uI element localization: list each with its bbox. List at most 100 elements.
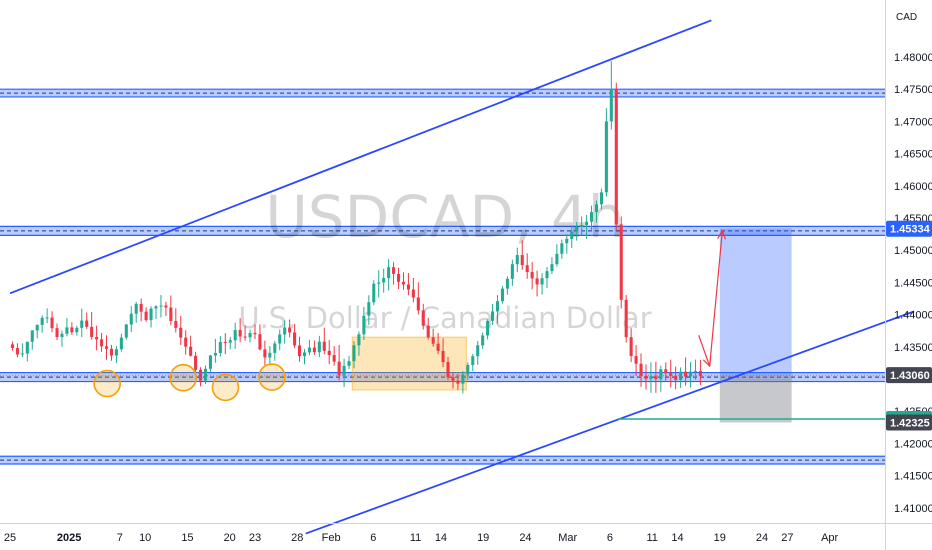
candle <box>20 343 24 357</box>
candle <box>545 266 549 289</box>
candle-body <box>664 369 668 374</box>
candle <box>169 295 173 326</box>
price-tick-label: 1.42000 <box>894 438 932 450</box>
candle-body <box>698 370 702 376</box>
time-tick-label: 2025 <box>57 532 81 544</box>
candle <box>609 61 613 130</box>
candle <box>495 295 500 324</box>
price-tag-label: 1.43060 <box>890 370 930 382</box>
candle <box>55 323 59 341</box>
candle <box>456 373 460 390</box>
candle <box>317 335 321 358</box>
time-tick-label: 20 <box>224 532 236 544</box>
candle-body <box>104 346 109 349</box>
candle-body <box>599 192 603 205</box>
time-tick-label: 14 <box>435 532 447 544</box>
candle-body <box>179 327 183 338</box>
price-axis-ticks[interactable]: 1.480001.475001.470001.465001.460001.455… <box>894 52 932 515</box>
price-tag-label: 1.45334 <box>890 224 931 236</box>
candle <box>684 357 688 386</box>
candle-body <box>10 344 15 348</box>
candle <box>491 303 495 326</box>
price-tag: 1.42325 <box>886 414 932 431</box>
candle-body <box>674 375 678 380</box>
candle <box>599 188 603 210</box>
candle <box>15 343 19 358</box>
candle <box>199 367 203 387</box>
candle-body <box>644 375 648 379</box>
channel-upper-line <box>9 19 712 295</box>
candle <box>352 341 356 369</box>
candle-body <box>70 327 74 333</box>
candle <box>258 324 262 351</box>
candle <box>520 240 524 270</box>
candle <box>580 216 584 236</box>
watermark: USDCAD, 4h U.S. Dollar / Canadian Dollar <box>238 183 651 335</box>
candle-body <box>75 327 79 333</box>
drawings-layer <box>9 19 915 535</box>
candle <box>203 365 208 385</box>
candle-body <box>565 238 569 244</box>
candle <box>446 356 450 381</box>
candle-body <box>585 221 589 226</box>
candle-body <box>283 327 287 335</box>
candles-layer <box>10 61 702 394</box>
candle-body <box>505 278 509 289</box>
candle-body <box>495 301 500 312</box>
candle-body <box>491 311 495 321</box>
candle-body <box>684 371 688 377</box>
candle-body <box>60 333 64 338</box>
candle-body <box>119 337 123 350</box>
candle <box>139 298 143 322</box>
time-axis-ticks[interactable]: 25 2025 7 10 15 20 23 28 Feb 6 11 14 19 24 Mar 6 11 14 19 2… <box>4 532 839 544</box>
candle <box>238 318 242 343</box>
time-tick-label: 6 <box>370 532 376 544</box>
candle-body <box>515 255 519 265</box>
candle <box>669 359 673 388</box>
candle-body <box>149 308 153 321</box>
candle-body <box>401 281 406 285</box>
time-tick-label: 14 <box>671 532 683 544</box>
candle <box>85 312 89 329</box>
candle <box>40 315 44 333</box>
candle <box>273 340 277 361</box>
candle <box>466 362 470 380</box>
candle <box>619 216 623 309</box>
currency-label: CAD <box>896 12 917 23</box>
candle-body <box>223 341 227 343</box>
candle-body <box>362 315 366 335</box>
candle <box>698 359 702 385</box>
candle <box>154 305 158 319</box>
candle <box>594 200 599 223</box>
candle-body <box>90 326 94 337</box>
candle <box>392 262 396 285</box>
candle <box>401 272 406 290</box>
candle-body <box>510 264 514 279</box>
candle <box>500 286 504 304</box>
price-tag-box <box>886 414 932 431</box>
candle <box>293 324 297 349</box>
candle <box>396 267 401 290</box>
candle <box>45 308 49 324</box>
projection-arrowhead-down <box>702 357 712 368</box>
candle-body <box>481 335 485 346</box>
candle-body <box>293 332 297 346</box>
candle-body <box>530 272 534 279</box>
candle-body <box>446 362 450 378</box>
candle-body <box>659 369 663 380</box>
candle <box>342 358 346 387</box>
time-tick-label: 6 <box>607 532 613 544</box>
candle-body <box>392 267 396 274</box>
candle <box>129 306 133 333</box>
candle <box>436 332 440 355</box>
candle <box>189 335 193 357</box>
candle <box>283 320 287 344</box>
candle-body <box>396 273 401 282</box>
candle <box>481 332 485 349</box>
candle-body <box>545 271 549 279</box>
candle <box>50 311 54 333</box>
candle <box>109 344 113 361</box>
candle-body <box>164 305 168 308</box>
candle-body <box>322 341 326 351</box>
